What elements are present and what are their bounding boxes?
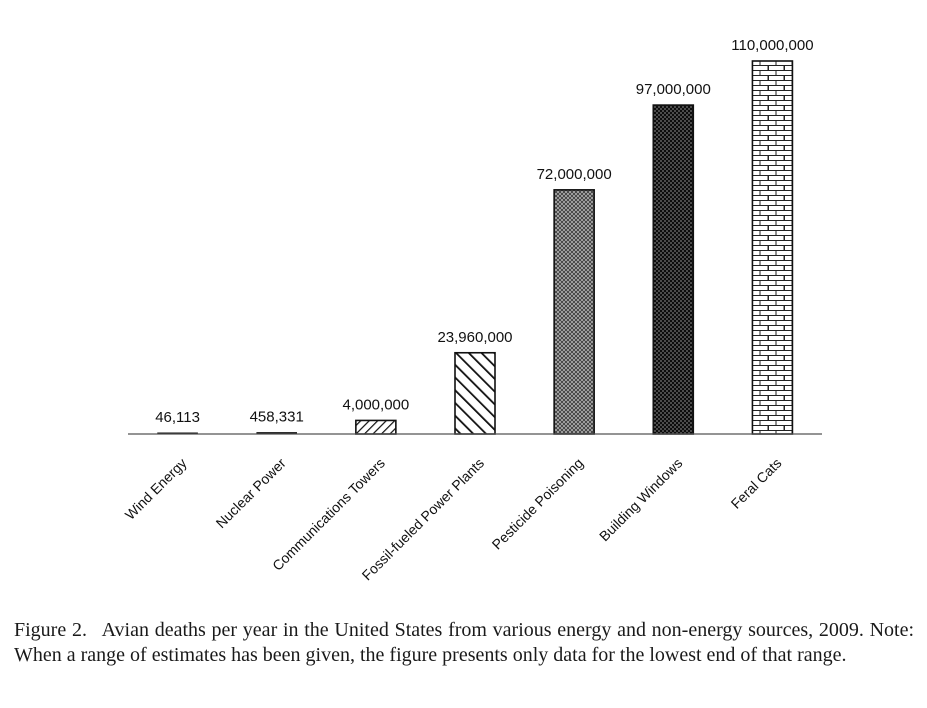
value-label-pesticide-poisoning: 72,000,000 xyxy=(537,166,612,183)
category-label-feral-cats: Feral Cats xyxy=(728,455,785,512)
category-label-pesticide-poisoning: Pesticide Poisoning xyxy=(489,455,587,553)
value-label-fossil-fueled-power-plants: 23,960,000 xyxy=(437,329,512,346)
category-label-building-windows: Building Windows xyxy=(596,455,685,544)
value-label-nuclear-power: 458,331 xyxy=(250,408,304,425)
bar-fossil-fueled-power-plants xyxy=(454,351,496,435)
value-label-communications-towers: 4,000,000 xyxy=(342,396,409,413)
bar-feral-cats xyxy=(751,60,794,435)
figure-number: Figure 2. xyxy=(14,619,87,641)
value-label-feral-cats: 110,000,000 xyxy=(731,37,813,54)
bar-communications-towers xyxy=(355,419,397,435)
value-label-building-windows: 97,000,000 xyxy=(636,81,711,98)
value-labels-layer: 46,113 458,331 4,000,000 23,960,000 72,000,0… xyxy=(155,37,813,426)
category-label-nuclear-power: Nuclear Power xyxy=(213,455,289,531)
bars-layer xyxy=(157,60,794,435)
value-label-wind-energy: 46,113 xyxy=(155,409,200,426)
category-label-wind-energy: Wind Energy xyxy=(122,455,190,523)
bar-pesticide-poisoning xyxy=(553,189,595,435)
chart-canvas: 46,113 458,331 4,000,000 23,960,000 72,000,0… xyxy=(122,37,822,584)
bar-chart: 46,113 458,331 4,000,000 23,960,000 72,000,0… xyxy=(122,37,822,584)
category-label-communications-towers: Communications Towers xyxy=(269,455,388,574)
figure-caption: Figure 2. Avian deaths per year in the U… xyxy=(14,618,914,668)
caption-text: Avian deaths per year in the United Stat… xyxy=(14,619,914,666)
bar-building-windows xyxy=(652,104,695,435)
